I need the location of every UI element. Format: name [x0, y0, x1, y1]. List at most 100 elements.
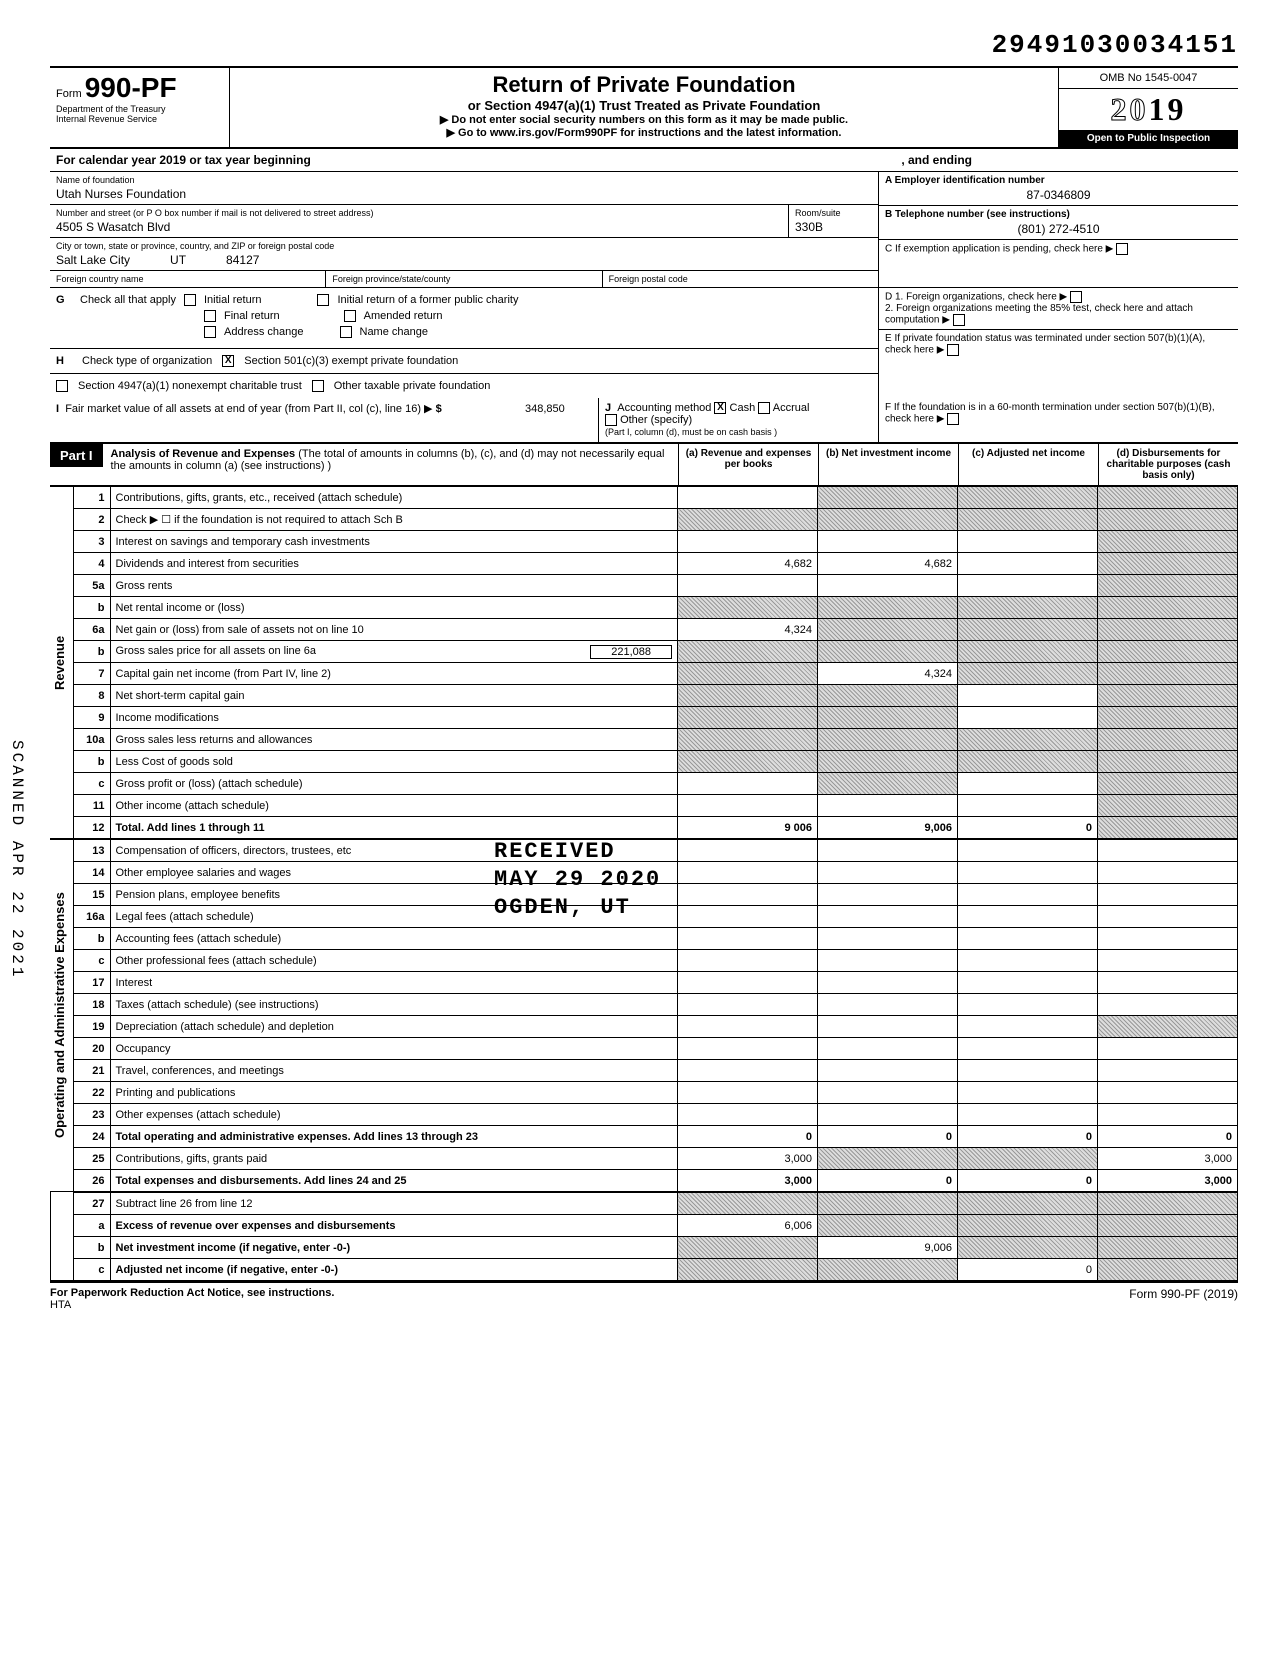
foundation-name: Utah Nurses Foundation: [56, 185, 872, 201]
foreign-country-label: Foreign country name: [50, 271, 326, 287]
f-checkbox[interactable]: [947, 413, 959, 425]
l27av: 6,006: [678, 1215, 818, 1237]
d1-checkbox[interactable]: [1070, 291, 1082, 303]
j-label: Accounting method: [617, 402, 711, 414]
inspection-label: Open to Public Inspection: [1059, 130, 1238, 147]
expenses-table: 13Compensation of officers, directors, t…: [74, 839, 1238, 1192]
l18: Taxes (attach schedule) (see instruction…: [110, 994, 678, 1016]
l7b: 4,324: [818, 663, 958, 685]
d2-label: 2. Foreign organizations meeting the 85%…: [885, 303, 1193, 326]
l24a: 0: [678, 1126, 818, 1148]
j-cash-checkbox[interactable]: [714, 402, 726, 414]
c-checkbox[interactable]: [1116, 243, 1128, 255]
final-return-checkbox[interactable]: [204, 310, 216, 322]
ein-label: A Employer identification number: [885, 175, 1232, 186]
col-a-header: (a) Revenue and expenses per books: [678, 444, 818, 485]
l14: Other employee salaries and wages: [110, 862, 678, 884]
revenue-sidelabel: Revenue: [50, 486, 74, 839]
initial-return-checkbox[interactable]: [184, 294, 196, 306]
l25a: 3,000: [678, 1148, 818, 1170]
c-label: C If exemption application is pending, c…: [885, 244, 1103, 255]
l27c: Adjusted net income (if negative, enter …: [116, 1264, 338, 1276]
h-other-checkbox[interactable]: [312, 380, 324, 392]
section-h: H Check type of organization Section 501…: [50, 349, 878, 374]
title-main: Return of Private Foundation: [240, 72, 1048, 98]
section-g: G Check all that apply Initial return In…: [50, 288, 878, 349]
l24c: 0: [958, 1126, 1098, 1148]
col-c-header: (c) Adjusted net income: [958, 444, 1098, 485]
l24b: 0: [818, 1126, 958, 1148]
l3: Interest on savings and temporary cash i…: [110, 531, 678, 553]
l23: Other expenses (attach schedule): [110, 1104, 678, 1126]
amended-checkbox[interactable]: [344, 310, 356, 322]
l22: Printing and publications: [110, 1082, 678, 1104]
title-block: Form 990-PF Department of the Treasury I…: [50, 66, 1238, 149]
title-note2: ▶ Go to www.irs.gov/Form990PF for instru…: [240, 126, 1048, 139]
g-opt4: Amended return: [364, 310, 443, 322]
cal-year-row: For calendar year 2019 or tax year begin…: [50, 149, 1238, 172]
j-accrual-checkbox[interactable]: [758, 402, 770, 414]
l27cv: 0: [958, 1259, 1098, 1281]
l25: Contributions, gifts, grants paid: [110, 1148, 678, 1170]
l12c: 0: [958, 817, 1098, 839]
e-label: E If private foundation status was termi…: [885, 333, 1205, 356]
phone-label: B Telephone number (see instructions): [885, 209, 1232, 220]
l12: Total. Add lines 1 through 11: [110, 817, 678, 839]
l24d: 0: [1098, 1126, 1238, 1148]
part1-title: Analysis of Revenue and Expenses: [111, 448, 296, 460]
h-501c3-checkbox[interactable]: [222, 355, 234, 367]
footer-mid: HTA: [50, 1299, 71, 1311]
g-opt2: Address change: [224, 326, 304, 338]
h-4947-checkbox[interactable]: [56, 380, 68, 392]
dln: 29491030034151: [992, 30, 1238, 60]
l10b: Less Cost of goods sold: [110, 751, 678, 773]
city: Salt Lake City: [56, 253, 130, 267]
section-h2: Section 4947(a)(1) nonexempt charitable …: [50, 374, 878, 398]
city-label: City or town, state or province, country…: [56, 241, 872, 251]
j-accrual: Accrual: [773, 402, 810, 414]
g-opt1: Final return: [224, 310, 280, 322]
h-opt3: Other taxable private foundation: [334, 380, 491, 392]
l10a: Gross sales less returns and allowances: [110, 729, 678, 751]
foreign-postal-label: Foreign postal code: [603, 271, 878, 287]
address-change-checkbox[interactable]: [204, 326, 216, 338]
f-label: F If the foundation is in a 60-month ter…: [885, 402, 1215, 425]
g-text: Check all that apply: [80, 294, 176, 306]
l4a: 4,682: [678, 553, 818, 575]
name-change-checkbox[interactable]: [340, 326, 352, 338]
g-opt3: Initial return of a former public charit…: [337, 294, 518, 306]
addr-label: Number and street (or P O box number if …: [56, 208, 782, 218]
room-label: Room/suite: [795, 208, 872, 218]
l26b: 0: [818, 1170, 958, 1192]
l16a: Legal fees (attach schedule): [110, 906, 678, 928]
l13: Compensation of officers, directors, tru…: [110, 840, 678, 862]
form-irs: Internal Revenue Service: [56, 114, 223, 124]
revenue-table: 1Contributions, gifts, grants, etc., rec…: [74, 486, 1238, 839]
j-cash: Cash: [730, 402, 756, 414]
l6b: Gross sales price for all assets on line…: [116, 645, 317, 657]
l17: Interest: [110, 972, 678, 994]
initial-public-checkbox[interactable]: [317, 294, 329, 306]
d2-checkbox[interactable]: [953, 314, 965, 326]
title-sub: or Section 4947(a)(1) Trust Treated as P…: [240, 98, 1048, 113]
h-opt1: Section 501(c)(3) exempt private foundat…: [244, 355, 458, 367]
foreign-prov-label: Foreign province/state/county: [326, 271, 602, 287]
l21: Travel, conferences, and meetings: [110, 1060, 678, 1082]
j-note: (Part I, column (d), must be on cash bas…: [605, 427, 777, 437]
phone: (801) 272-4510: [885, 220, 1232, 236]
opadmin-sidelabel: Operating and Administrative Expenses: [50, 839, 74, 1192]
l1: Contributions, gifts, grants, etc., rece…: [110, 487, 678, 509]
l5b: Net rental income or (loss): [110, 597, 678, 619]
tax-year: 2019: [1059, 89, 1238, 130]
j-other-checkbox[interactable]: [605, 414, 617, 426]
e-checkbox[interactable]: [947, 344, 959, 356]
l6a: Net gain or (loss) from sale of assets n…: [110, 619, 678, 641]
room-suite: 330B: [795, 218, 872, 234]
title-note1: ▶ Do not enter social security numbers o…: [240, 113, 1048, 126]
h-opt2: Section 4947(a)(1) nonexempt charitable …: [78, 380, 302, 392]
col-d-header: (d) Disbursements for charitable purpose…: [1098, 444, 1238, 485]
l9: Income modifications: [110, 707, 678, 729]
omb: OMB No 1545-0047: [1059, 68, 1238, 89]
l24: Total operating and administrative expen…: [110, 1126, 678, 1148]
bottom-table: 27Subtract line 26 from line 12 aExcess …: [74, 1192, 1238, 1281]
